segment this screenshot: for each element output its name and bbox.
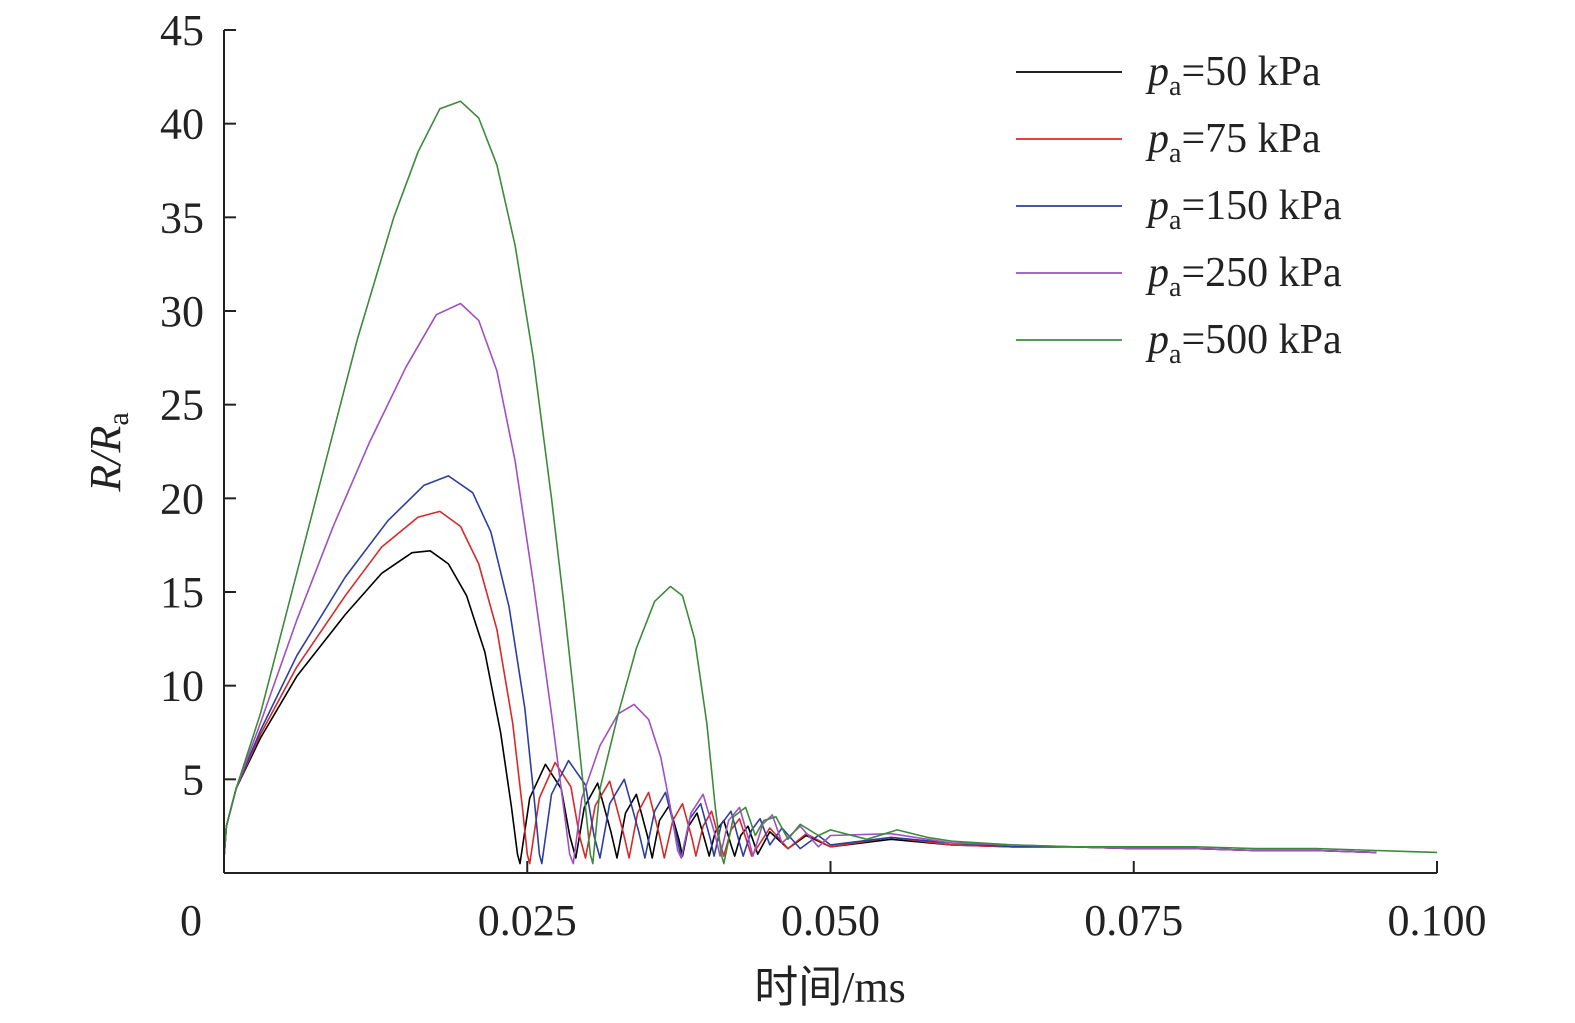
ticks: 0 0.025 0.050 0.075 0.100 5 10 15 20 25 30 35 40 45 (160, 6, 1487, 945)
legend-label: pa=75 kPa (1145, 116, 1321, 169)
y-axis-title-main: R/R (81, 426, 130, 493)
legend-label-p: p (1145, 49, 1169, 95)
y-tick-label: 40 (160, 100, 204, 149)
y-axis-title-sub: a (102, 412, 135, 425)
y-tick-label: 5 (182, 755, 204, 804)
series-line-5 (223, 100, 1438, 865)
legend-label-value: =250 kPa (1181, 250, 1342, 296)
legend-label: pa=500 kPa (1145, 317, 1342, 370)
legend-label-value: =50 kPa (1181, 49, 1321, 95)
legend-label-sub: a (1169, 138, 1182, 169)
legend-label-p: p (1145, 317, 1169, 363)
legend-label: pa=250 kPa (1145, 250, 1342, 303)
y-tick-label: 35 (160, 193, 204, 242)
y-tick-label: 15 (160, 568, 204, 617)
legend-label-p: p (1145, 250, 1169, 296)
y-tick-label: 25 (160, 381, 204, 430)
series-line-4 (223, 302, 1377, 865)
y-axis-title: R/Ra (81, 412, 135, 492)
legend-label-p: p (1145, 116, 1169, 162)
x-tick-label: 0.075 (1084, 896, 1183, 945)
series-layer (223, 100, 1438, 865)
y-tick-label: 20 (160, 474, 204, 523)
legend-label: pa=50 kPa (1145, 49, 1321, 102)
x-tick-label: 0.025 (478, 896, 577, 945)
legend-label-sub: a (1169, 71, 1182, 102)
legend-label-sub: a (1169, 205, 1182, 236)
legend-label-sub: a (1169, 272, 1182, 303)
x-tick-label: 0.050 (781, 896, 880, 945)
series-line-2 (223, 510, 1377, 865)
legend-label-value: =75 kPa (1181, 116, 1321, 162)
x-tick-label: 0.100 (1388, 896, 1487, 945)
x-axis-title: 时间/ms (754, 963, 906, 1012)
legend-label-p: p (1145, 183, 1169, 229)
legend-label: pa=150 kPa (1145, 183, 1342, 236)
y-tick-label: 30 (160, 287, 204, 336)
legend-label-value: =150 kPa (1181, 183, 1342, 229)
legend-label-sub: a (1169, 339, 1182, 370)
series-line-3 (223, 475, 1377, 865)
series-line-1 (223, 549, 1377, 865)
y-tick-label: 10 (160, 662, 204, 711)
x-tick-label: 0 (180, 896, 202, 945)
legend-label-value: =500 kPa (1181, 317, 1342, 363)
y-tick-label: 45 (160, 6, 204, 55)
